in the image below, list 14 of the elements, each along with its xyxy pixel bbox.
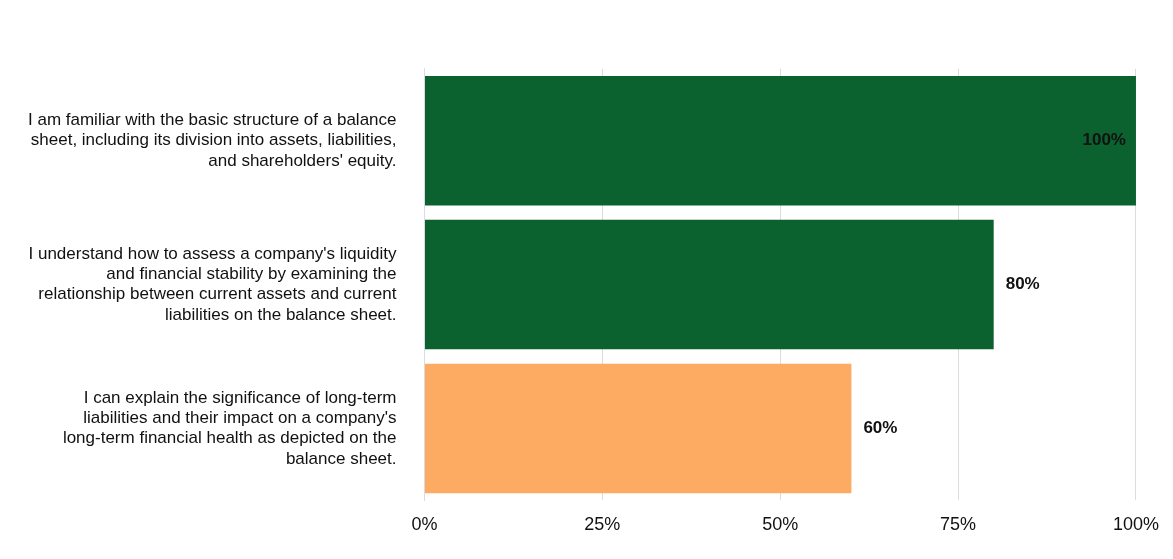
x-tick-label: 50% — [762, 514, 799, 535]
x-tick-label: 0% — [411, 514, 438, 535]
data-label: 80% — [1005, 274, 1040, 294]
y-tick-label: I can explain the significance of long-term liabilities and their impact on a company's long-term financial health as depicted on the balance sheet. — [62, 387, 397, 468]
data-label: 100% — [1082, 130, 1126, 150]
bar — [425, 363, 852, 494]
bar — [425, 219, 994, 350]
x-tick-label: 75% — [940, 514, 977, 535]
data-label: 60% — [863, 418, 898, 438]
x-tick-label: 100% — [1112, 514, 1159, 535]
x-tick-label: 25% — [584, 514, 621, 535]
bar — [425, 75, 1136, 206]
y-tick-label: I understand how to assess a company's liquidity and financial stability by examining the relationship between current assets and current liabilities on the balance sheet. — [28, 243, 397, 324]
y-tick-label: I am familiar with the basic structure of a balance sheet, including its division into assets, liabilities, and shareholders' equity. — [28, 110, 397, 170]
